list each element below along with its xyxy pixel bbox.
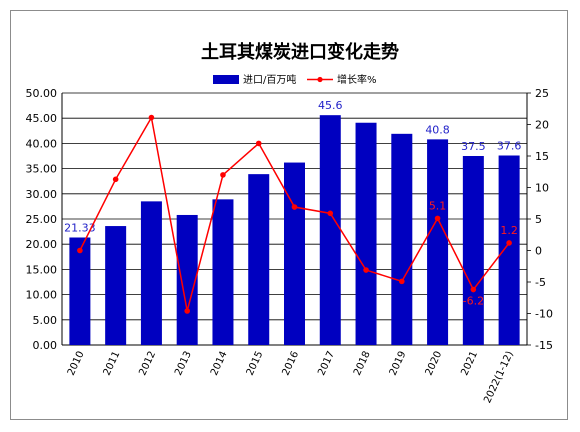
y-right-tick-label: 15 (535, 150, 549, 163)
x-tick-label: 2021 (459, 350, 480, 378)
y-left-tick-label: 30.00 (26, 188, 58, 201)
bar (176, 214, 198, 345)
x-tick-label: 2012 (137, 350, 158, 378)
growth-point (184, 308, 190, 314)
legend: 进口/百万吨 增长率% (213, 73, 377, 86)
bar (284, 162, 305, 345)
legend-bar-label: 进口/百万吨 (243, 73, 296, 86)
y-left-tick-label: 25.00 (26, 213, 58, 226)
x-tick-label: 2020 (424, 350, 445, 378)
y-left-tick-label: 45.00 (26, 112, 58, 125)
y-left-tick-label: 50.00 (26, 87, 58, 100)
y-left-tick-label: 40.00 (26, 137, 58, 150)
growth-data-label: -6.2 (463, 295, 484, 308)
bar-data-label: 40.8 (425, 123, 450, 136)
y-right-tick-label: 20 (535, 119, 549, 132)
growth-point (291, 204, 298, 210)
legend-line-marker (317, 76, 323, 83)
growth-point (506, 240, 512, 246)
bar (427, 139, 449, 345)
y-right-tick-label: -15 (535, 339, 553, 352)
bar (462, 156, 484, 345)
y-left-tick-label: 20.00 (26, 238, 58, 251)
growth-point (112, 176, 119, 183)
y-right-tick-label: 25 (535, 87, 549, 100)
bar-data-label: 21.33 (64, 221, 96, 234)
bar (248, 174, 270, 345)
y-right-tick-label: 10 (535, 182, 549, 195)
y-right-tick-label: -5 (535, 276, 546, 289)
chart-title: 土耳其煤炭进口变化走势 (201, 41, 399, 63)
bar (319, 115, 341, 346)
y-right-tick-label: 0 (535, 245, 542, 258)
legend-bar-swatch (213, 75, 239, 84)
bar-data-label: 37.6 (497, 139, 522, 152)
growth-point (434, 215, 441, 222)
x-tick-label: 2013 (173, 350, 194, 378)
growth-point (220, 172, 226, 178)
growth-point (148, 114, 155, 121)
growth-data-label: 5.1 (429, 199, 447, 212)
x-tick-label: 2016 (280, 350, 301, 378)
y-right-tick-label: -10 (535, 308, 553, 321)
bar-data-label: 37.5 (461, 140, 486, 153)
growth-point (327, 210, 334, 217)
x-tick-label: 2019 (388, 350, 409, 378)
x-tick-label: 2022(1-12) (482, 350, 516, 405)
plot-area: 0.00 5.00 10.00 15.00 20.00 25.00 30.00 35.00 40… (26, 87, 553, 405)
growth-point (363, 267, 369, 273)
bar (498, 155, 520, 345)
x-tick-label: 2011 (102, 350, 123, 378)
y-left-tick-label: 10.00 (26, 289, 58, 302)
growth-data-label: 1.2 (500, 224, 518, 237)
y-left-tick-label: 15.00 (26, 263, 58, 276)
y-left-tick-label: 35.00 (26, 163, 58, 176)
bar (212, 199, 234, 345)
bar (69, 237, 91, 345)
legend-line-label: 增长率% (337, 73, 377, 86)
x-tick-label: 2014 (209, 350, 230, 378)
bar (105, 226, 127, 345)
x-tick-label: 2017 (316, 350, 337, 378)
x-tick-label: 2015 (245, 350, 266, 378)
growth-point (255, 140, 262, 147)
growth-point (470, 286, 477, 293)
x-tick-label: 2010 (66, 350, 87, 378)
y-left-tick-label: 0.00 (33, 339, 58, 352)
growth-point (77, 247, 83, 254)
x-tick-label: 2018 (352, 350, 373, 378)
bar-data-label: 45.6 (318, 99, 343, 112)
bar (391, 133, 413, 345)
bar (355, 122, 377, 346)
y-left-tick-label: 5.00 (33, 314, 58, 327)
y-right-tick-label: 5 (535, 213, 542, 226)
bar (140, 201, 162, 345)
growth-point (399, 278, 405, 285)
